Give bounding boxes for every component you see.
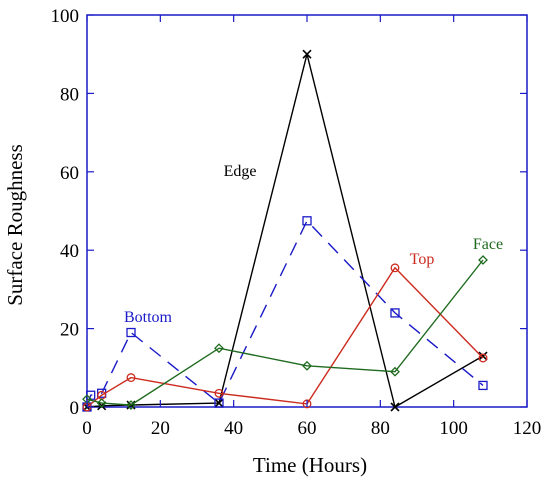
data-point-edge	[478, 351, 488, 361]
y-tick-label: 0	[70, 398, 80, 419]
y-tick-label: 20	[60, 320, 79, 341]
annotation-bottom: Bottom	[124, 309, 173, 326]
x-tick-label: 0	[82, 418, 92, 439]
x-tick-label: 120	[513, 418, 542, 439]
data-point-face	[96, 398, 107, 408]
data-point-top	[126, 373, 136, 383]
series-line-edge	[86, 54, 484, 409]
series-edge	[82, 49, 488, 412]
data-point-face	[214, 343, 224, 354]
data-point-top	[478, 353, 488, 363]
x-tick-label: 60	[298, 418, 317, 439]
y-tick-label: 100	[51, 6, 80, 27]
data-point-face	[390, 366, 400, 377]
data-point-bottom	[390, 308, 400, 318]
data-point-face	[302, 360, 312, 371]
data-point-bottom	[302, 216, 312, 226]
x-axis-title: Time (Hours)	[253, 453, 367, 477]
x-tick-label: 20	[151, 418, 170, 439]
data-point-bottom	[126, 327, 136, 338]
series-face	[82, 255, 488, 410]
annotation-edge: Edge	[224, 163, 257, 180]
data-point-bottom	[478, 380, 488, 391]
y-tick-label: 40	[60, 241, 79, 262]
x-tick-label: 80	[371, 418, 390, 439]
data-point-bottom	[214, 398, 224, 408]
series-line-top	[86, 266, 484, 408]
plot-frame	[86, 14, 528, 408]
series-line-bottom	[86, 219, 484, 408]
data-point-face	[126, 400, 136, 410]
data-point-edge	[302, 49, 312, 59]
y-tick-label: 80	[60, 84, 79, 105]
data-point-top	[390, 263, 400, 273]
y-axis-title: Surface Roughness	[3, 144, 27, 306]
data-point-edge	[214, 398, 224, 408]
x-tick-label: 100	[439, 418, 468, 439]
x-tick-label: 40	[224, 418, 243, 439]
data-point-top	[214, 388, 224, 398]
annotation-top: Top	[410, 251, 435, 268]
annotation-face: Face	[473, 236, 503, 253]
series-line-face	[86, 259, 484, 406]
series-bottom	[82, 216, 488, 412]
data-point-edge	[390, 402, 400, 412]
y-tick-label: 60	[60, 163, 79, 184]
data-point-face	[478, 255, 488, 265]
